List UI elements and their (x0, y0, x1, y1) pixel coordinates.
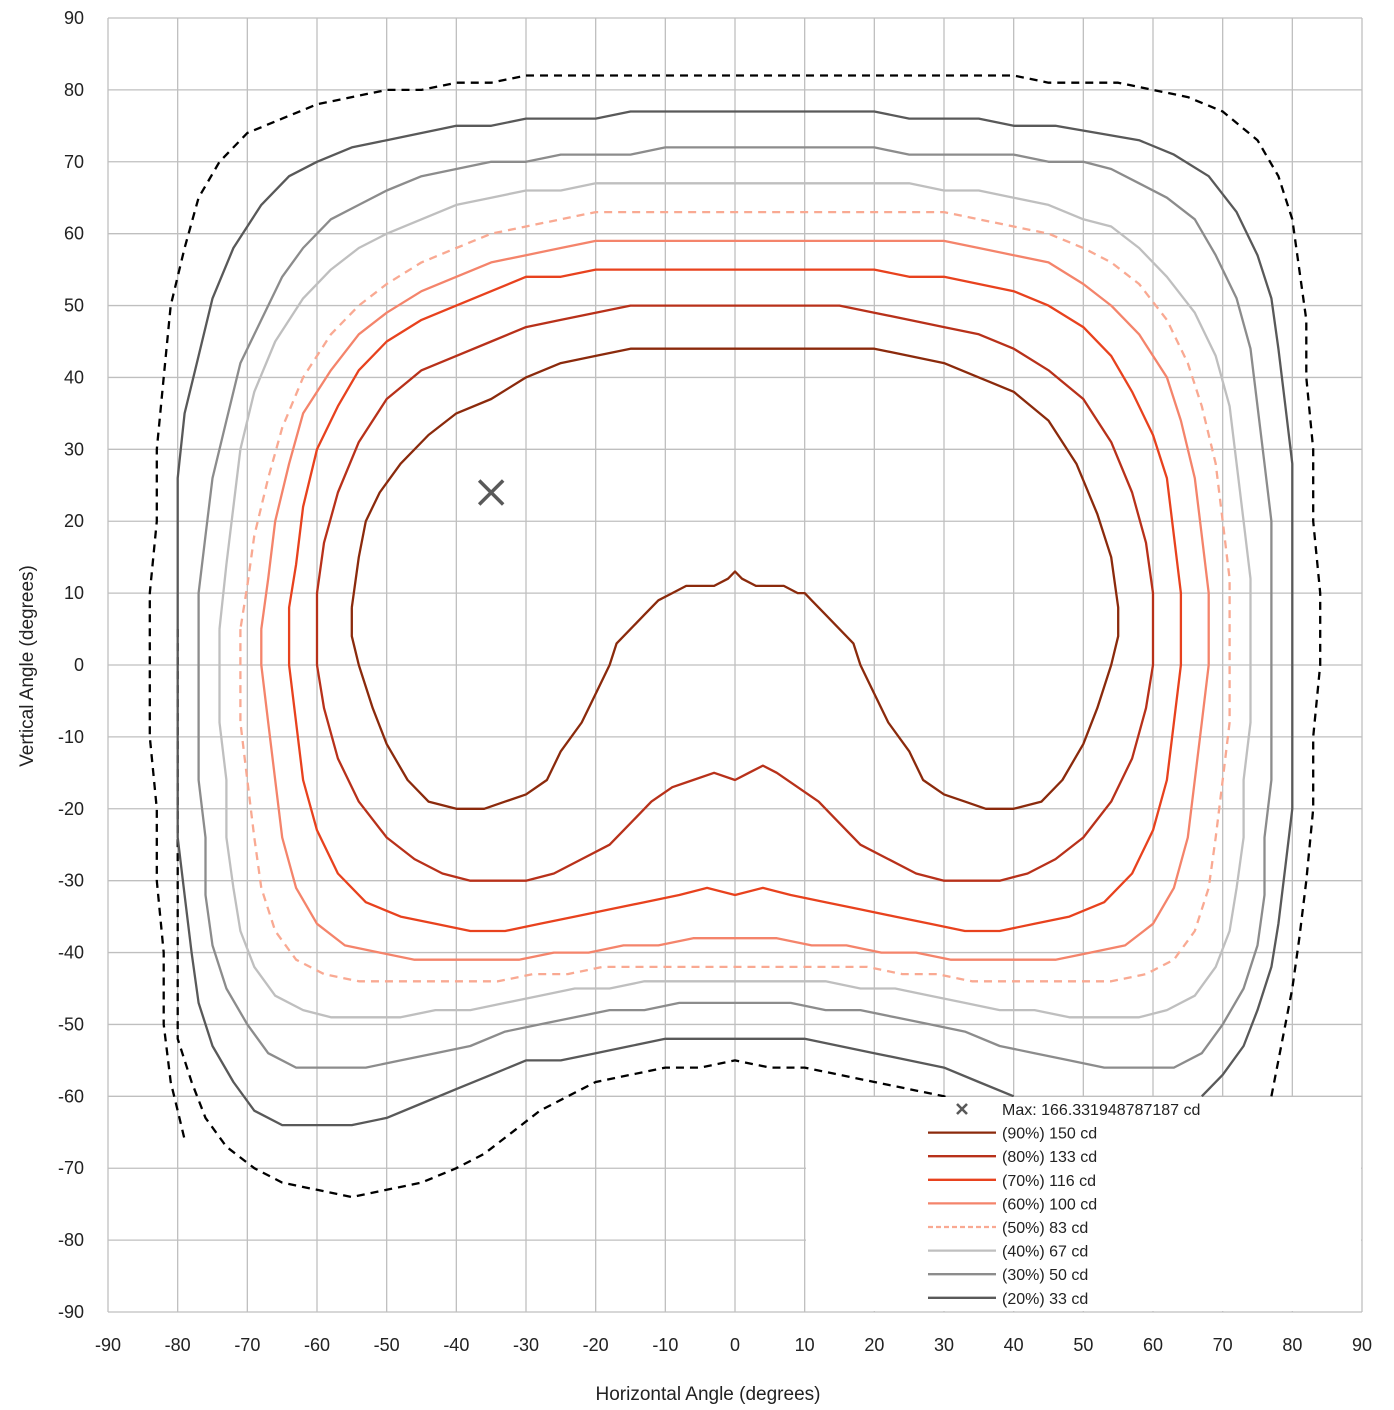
y-tick-label: -40 (58, 943, 84, 963)
x-tick-label: -40 (443, 1335, 469, 1355)
x-tick-label: -70 (234, 1335, 260, 1355)
y-tick-label: 40 (64, 367, 84, 387)
x-tick-label: -60 (304, 1335, 330, 1355)
y-tick-label: -90 (58, 1302, 84, 1322)
x-tick-label: 10 (795, 1335, 815, 1355)
y-tick-label: 20 (64, 511, 84, 531)
x-tick-label: 20 (864, 1335, 884, 1355)
y-axis-title: Vertical Angle (degrees) (17, 565, 38, 767)
contour-lines (148, 74, 1322, 1199)
contour-line (197, 146, 1273, 1069)
x-tick-label: -50 (374, 1335, 400, 1355)
y-tick-label: 70 (64, 152, 84, 172)
legend-label: (40%) 67 cd (1002, 1244, 1088, 1261)
y-tick-label: 10 (64, 583, 84, 603)
x-tick-labels: -90 -80 -70 -60 -50 -40 -30 -20 -10 0 10 20 30 40 50 60… (95, 1335, 1372, 1355)
contour-line (148, 74, 1322, 1140)
contour-line (218, 182, 1252, 1019)
x-axis-title: Horizontal Angle (degrees) (596, 1384, 821, 1405)
legend-label: (20%) 33 cd (1002, 1291, 1088, 1308)
x-tick-label: -20 (583, 1335, 609, 1355)
y-tick-label: 80 (64, 80, 84, 100)
x-tick-label: 70 (1213, 1335, 1233, 1355)
y-tick-label: 50 (64, 296, 84, 316)
x-tick-label: 40 (1004, 1335, 1024, 1355)
legend-label: (70%) 116 cd (1002, 1173, 1096, 1190)
y-tick-label: 60 (64, 224, 84, 244)
contour-line (176, 629, 1015, 1127)
legend-max-label: Max: 166.331948787187 cd (1002, 1102, 1200, 1119)
legend-label: (90%) 150 cd (1002, 1126, 1097, 1143)
legend-max-symbol (956, 1103, 968, 1115)
x-tick-label: -30 (513, 1335, 539, 1355)
legend-label: (80%) 133 cd (1002, 1149, 1097, 1166)
legend-label: (60%) 100 cd (1002, 1196, 1097, 1213)
y-tick-label: -20 (58, 799, 84, 819)
legend-label: (30%) 50 cd (1002, 1267, 1088, 1284)
y-tick-label: -80 (58, 1230, 84, 1250)
contour-line (260, 239, 1210, 961)
legend: Max: 166.331948787187 cd (90%) 150 cd (80%… (806, 1097, 1361, 1311)
contour-line (315, 304, 1155, 882)
y-tick-label: 30 (64, 439, 84, 459)
y-tick-label: -50 (58, 1014, 84, 1034)
contour-line (239, 210, 1231, 983)
x-tick-label: 30 (934, 1335, 954, 1355)
y-tick-labels: 90 80 70 60 50 40 30 20 10 0 -10 -20 -30 -40 -50 -60 -70… (58, 8, 84, 1322)
x-tick-label: 90 (1352, 1335, 1372, 1355)
y-tick-label: 0 (74, 655, 84, 675)
max-marker (477, 479, 505, 506)
y-tick-label: 90 (64, 8, 84, 28)
x-tick-label: -10 (652, 1335, 678, 1355)
x-tick-label: 60 (1143, 1335, 1163, 1355)
y-tick-label: -10 (58, 727, 84, 747)
x-tick-label: -90 (95, 1335, 121, 1355)
contour-line (350, 347, 1120, 810)
x-tick-label: 0 (730, 1335, 740, 1355)
y-tick-label: -30 (58, 871, 84, 891)
x-tick-label: -80 (165, 1335, 191, 1355)
x-tick-label: 80 (1282, 1335, 1302, 1355)
legend-label: (50%) 83 cd (1002, 1220, 1088, 1237)
contour-line (176, 629, 966, 1199)
legend-box (806, 1097, 1361, 1311)
x-tick-label: 50 (1073, 1335, 1093, 1355)
y-tick-label: -70 (58, 1158, 84, 1178)
contour-line (176, 110, 1294, 1098)
contour-line (287, 268, 1183, 933)
y-tick-label: -60 (58, 1086, 84, 1106)
max-point-marker (477, 479, 505, 506)
